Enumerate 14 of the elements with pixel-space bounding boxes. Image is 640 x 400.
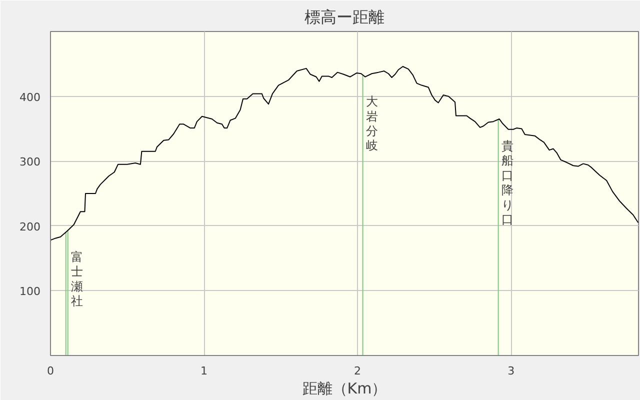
- ref-line-label: 大岩分岐: [366, 94, 378, 153]
- x-tick-label: 1: [200, 364, 208, 378]
- x-tick-label: 2: [354, 364, 362, 378]
- x-tick-label: 3: [508, 364, 515, 378]
- y-tick-label: 200: [20, 220, 41, 234]
- y-tick-label: 100: [20, 285, 41, 298]
- x-tick-label: 0: [47, 364, 54, 378]
- line-series: [50, 66, 638, 241]
- chart-title: 標高ー距離: [304, 8, 384, 26]
- ref-line-label: 貴船口降り口: [501, 139, 514, 227]
- y-tick-label: 400: [20, 90, 41, 104]
- y-tick-label: 300: [20, 156, 41, 169]
- x-axis-title: 距離（Km）: [302, 380, 387, 398]
- ref-line-label: 富士瀬社: [70, 250, 83, 308]
